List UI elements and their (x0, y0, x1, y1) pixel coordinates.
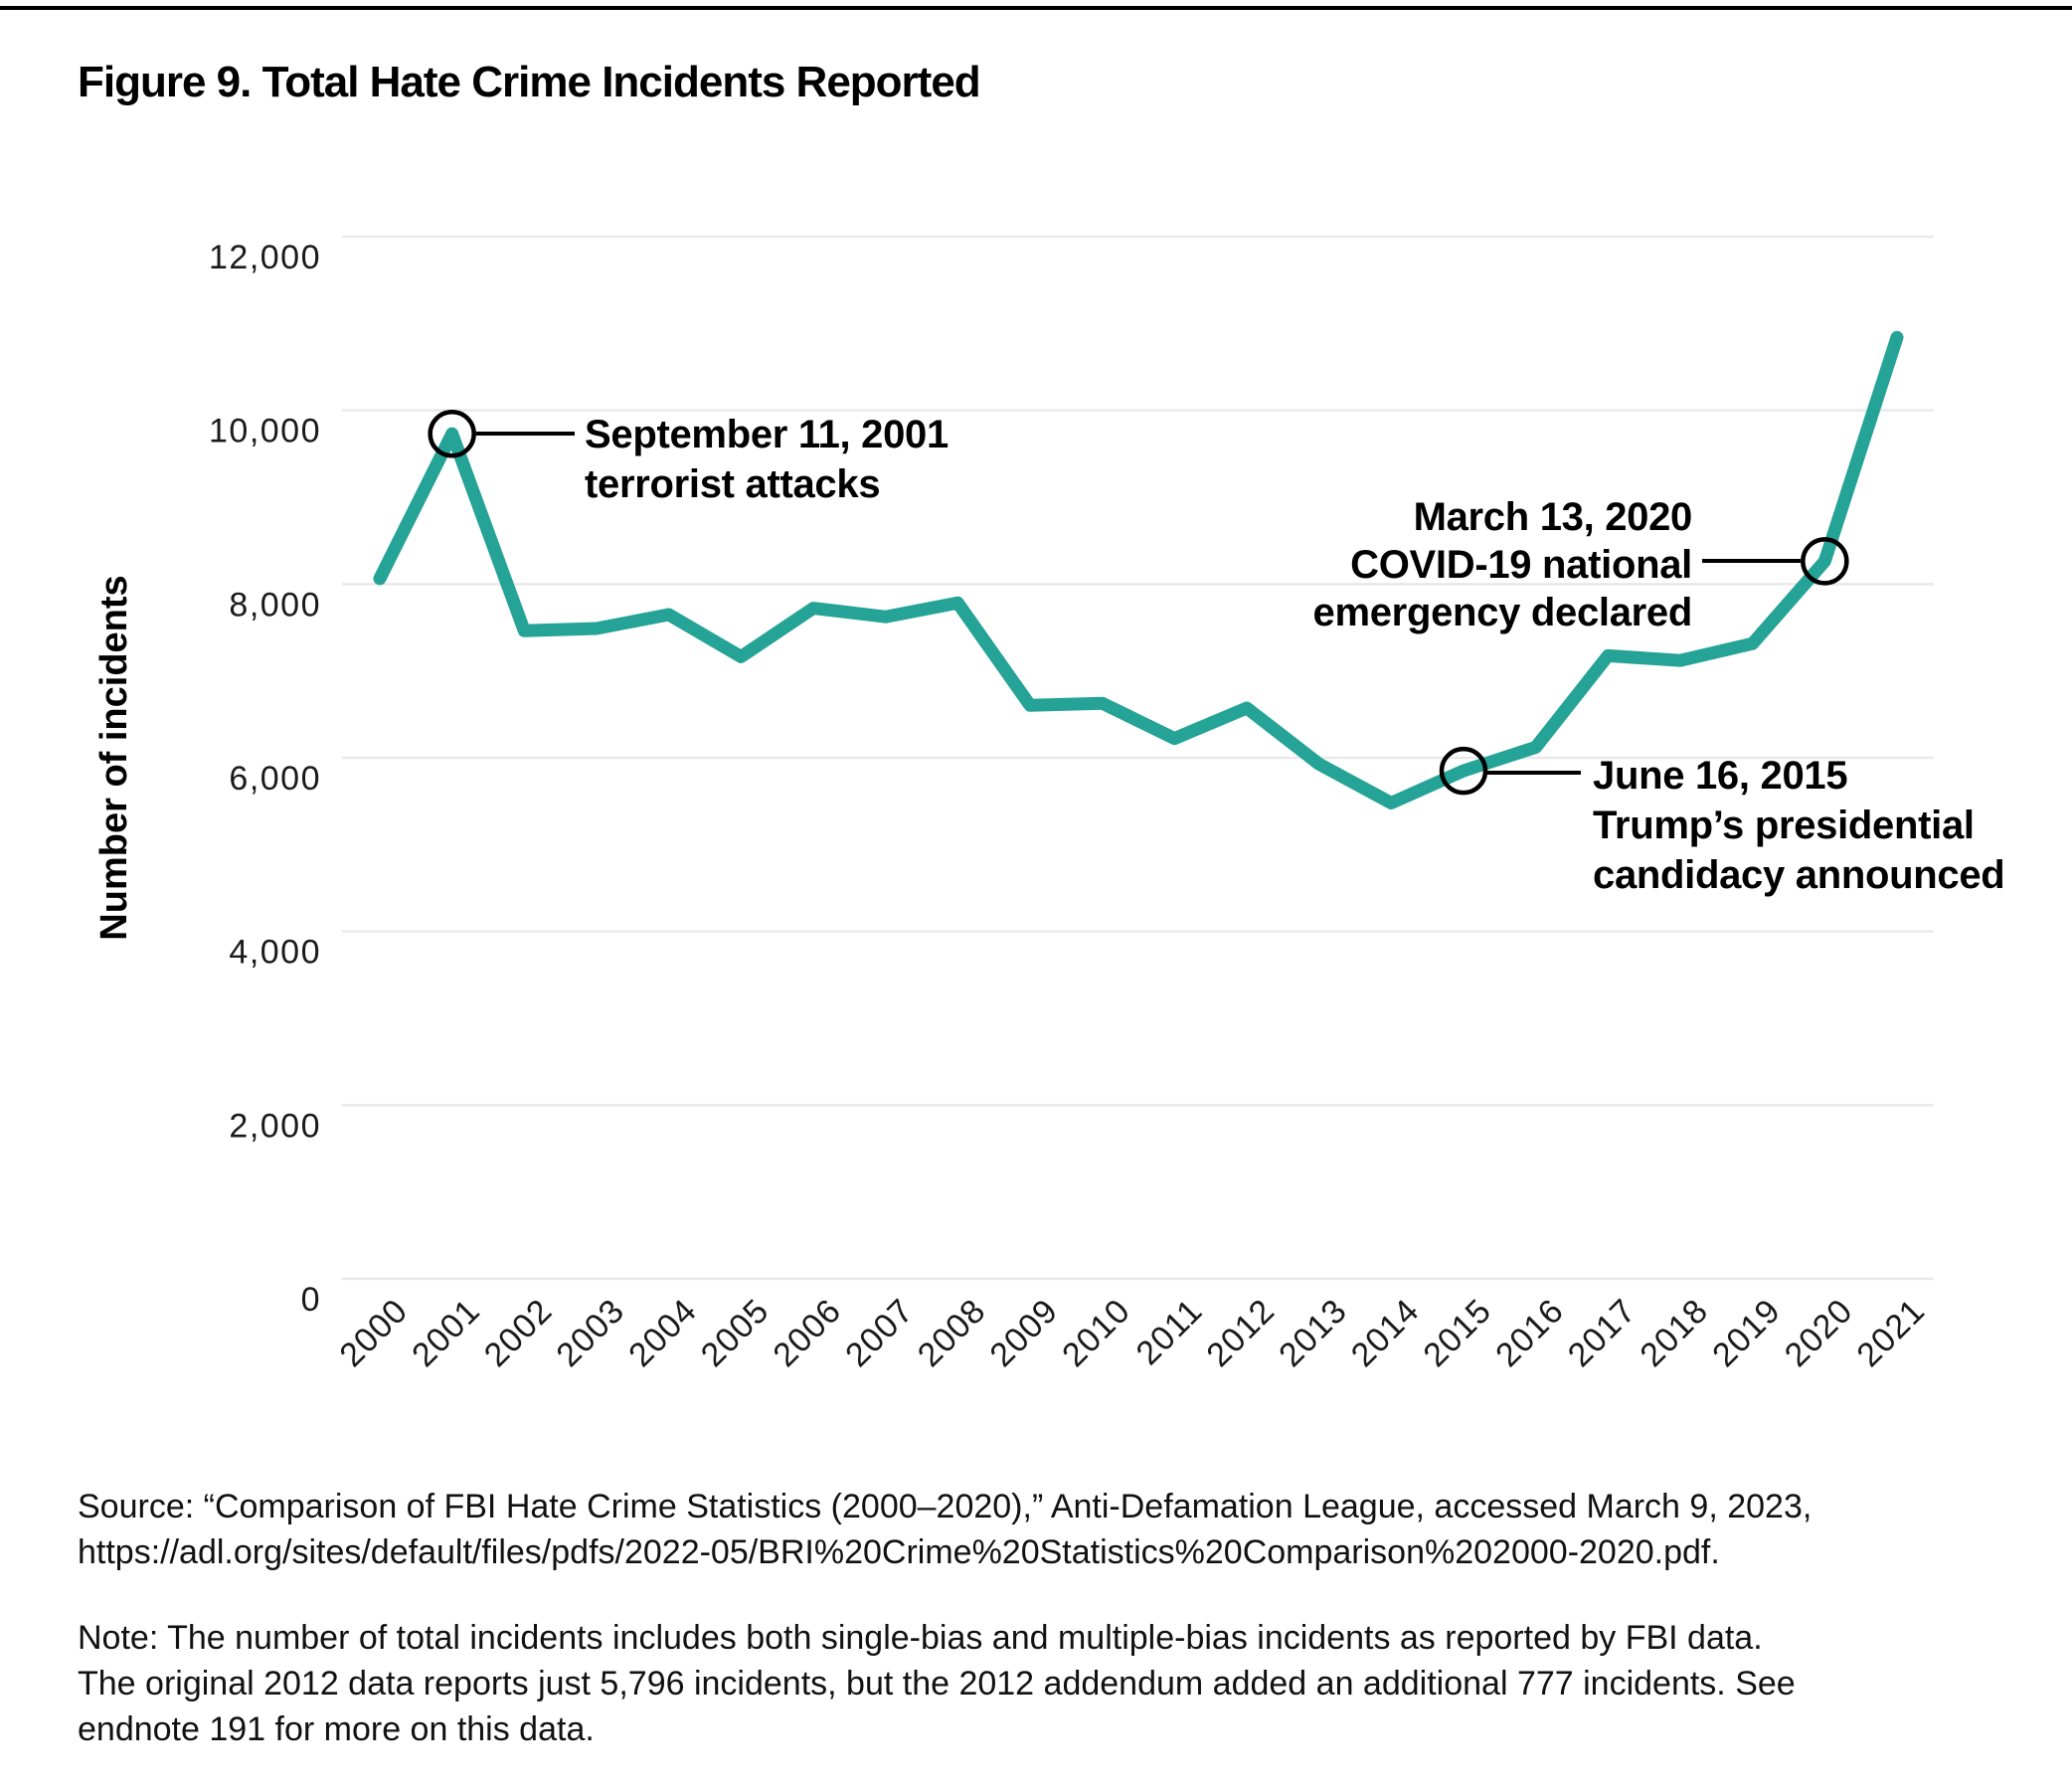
annotation-text-2020: March 13, 2020 (1414, 495, 1692, 539)
y-axis-tick-label: 10,000 (209, 413, 321, 450)
source-line: https://adl.org/sites/default/files/pdfs… (78, 1533, 1720, 1571)
x-axis-tick-label: 2002 (477, 1292, 560, 1374)
x-axis-tick-label: 2005 (694, 1292, 777, 1374)
y-axis-tick-label: 0 (301, 1281, 321, 1319)
x-axis-tick-label: 2020 (1778, 1292, 1860, 1374)
x-axis-tick-label: 2008 (911, 1292, 993, 1374)
note-text: Note: The number of total incidents incl… (78, 1615, 1796, 1752)
note-line: endnote 191 for more on this data. (78, 1710, 595, 1748)
annotation-circle-2015 (1439, 746, 1488, 796)
x-axis-tick-label: 2001 (405, 1292, 487, 1374)
annotation-text-2020: COVID-19 national (1350, 543, 1692, 587)
x-axis-tick-label: 2010 (1055, 1292, 1137, 1374)
annotation-text-2001: September 11, 2001 (585, 413, 949, 456)
x-axis-tick-label: 2000 (332, 1292, 415, 1374)
x-axis-tick-label: 2016 (1488, 1292, 1571, 1374)
x-axis-tick-label: 2009 (982, 1292, 1065, 1374)
source-text: Source: “Comparison of FBI Hate Crime St… (78, 1484, 1812, 1575)
y-axis-tick-label: 6,000 (229, 760, 321, 798)
y-axis-title: Number of incidents (93, 575, 135, 940)
annotation-text-2015: June 16, 2015 (1593, 754, 1847, 798)
annotation-circle-2001 (428, 409, 476, 458)
top-rule (0, 6, 2072, 10)
x-axis-tick-label: 2015 (1416, 1292, 1498, 1374)
x-axis-tick-label: 2006 (766, 1292, 848, 1374)
x-axis-tick-label: 2021 (1849, 1292, 1932, 1374)
source-line: Source: “Comparison of FBI Hate Crime St… (78, 1488, 1813, 1525)
y-axis-tick-label: 4,000 (229, 934, 321, 972)
y-axis-tick-label: 2,000 (229, 1107, 321, 1145)
y-axis-tick-label: 8,000 (229, 586, 321, 624)
x-axis-tick-label: 2014 (1344, 1292, 1427, 1374)
note-line: Note: The number of total incidents incl… (78, 1619, 1763, 1657)
x-axis-tick-label: 2019 (1705, 1292, 1788, 1374)
annotation-circle-2020 (1801, 537, 1849, 586)
annotation-text-2001: terrorist attacks (585, 462, 880, 506)
x-axis-tick-label: 2011 (1129, 1292, 1210, 1372)
note-line: The original 2012 data reports just 5,79… (78, 1665, 1796, 1702)
x-axis-tick-label: 2003 (549, 1292, 631, 1374)
x-axis-tick-label: 2012 (1199, 1292, 1282, 1374)
annotation-text-2015: Trump’s presidential (1593, 804, 1975, 847)
data-line (373, 330, 1904, 809)
annotation-text-2020: emergency declared (1313, 591, 1692, 634)
x-axis-tick-label: 2017 (1561, 1292, 1643, 1374)
x-axis-tick-label: 2018 (1633, 1292, 1715, 1374)
x-axis-tick-label: 2007 (838, 1292, 921, 1374)
figure-title: Figure 9. Total Hate Crime Incidents Rep… (78, 58, 981, 106)
x-axis-tick-label: 2004 (621, 1292, 704, 1374)
y-axis-tick-label: 12,000 (209, 239, 321, 276)
annotation-text-2015: candidacy announced (1593, 853, 2004, 897)
x-axis-tick-label: 2013 (1272, 1292, 1354, 1374)
